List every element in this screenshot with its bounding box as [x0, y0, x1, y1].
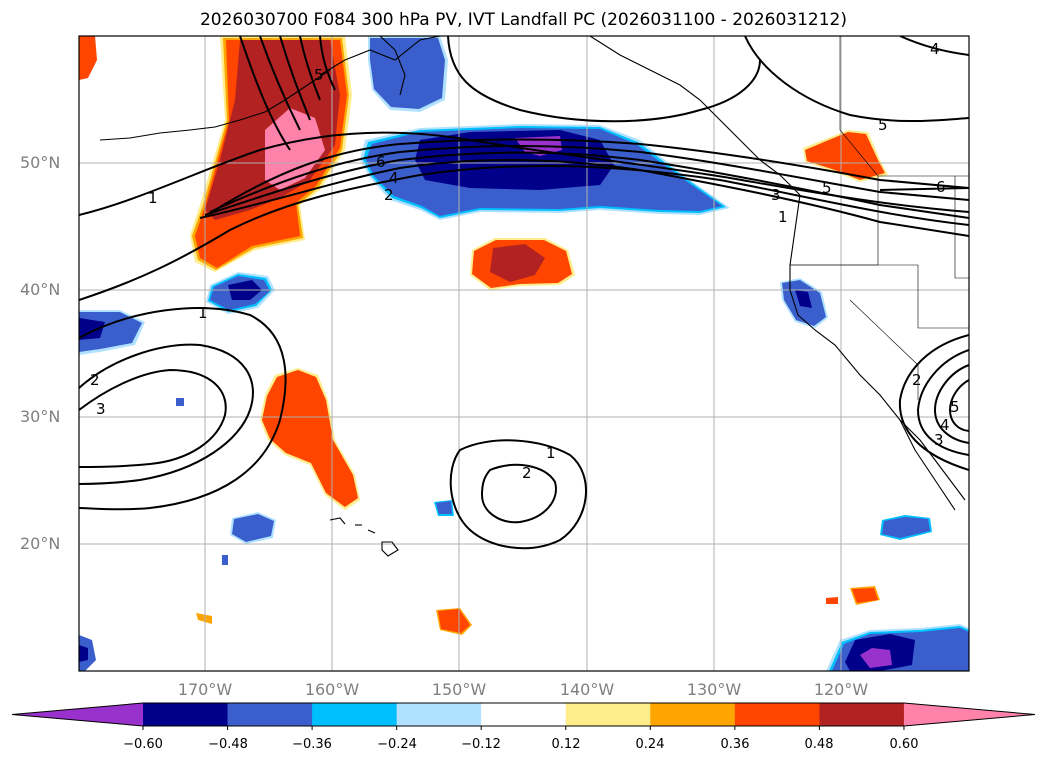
colorbar-tick-label: −0.48 [208, 737, 248, 752]
contour-label: 2 [384, 186, 394, 204]
lon-label-120w: 120°W [813, 680, 869, 699]
contour-label: 3 [934, 431, 944, 449]
colorbar-tick-label: −0.36 [292, 737, 332, 752]
lat-label-30n: 30°N [20, 407, 61, 426]
boundaries [790, 36, 969, 400]
lon-label-140w: 140°W [559, 680, 615, 699]
colorbar-extend-max [903, 703, 1035, 726]
contour-labels: 1 1 2 3 1 2 6 4 2 3 1 5 6 4 5 5 2 3 4 5 [90, 40, 960, 482]
contour-label: 5 [878, 116, 888, 134]
colorbar-segment [227, 703, 313, 726]
colorbar-tick-label: −0.60 [123, 737, 163, 752]
contour-label: 6 [936, 178, 946, 196]
colorbar-segment [650, 703, 736, 726]
colorbar-tick-label: 0.12 [551, 737, 581, 752]
contour-label: 5 [314, 66, 324, 84]
coastlines [99, 36, 966, 557]
contour-label: 3 [771, 186, 781, 204]
contour-label: 4 [389, 169, 399, 187]
colorbar-segment [481, 703, 567, 726]
contour-label: 5 [950, 398, 960, 416]
lon-label-160w: 160°W [304, 680, 360, 699]
contour-label: 6 [376, 153, 386, 171]
lat-label-40n: 40°N [20, 280, 61, 299]
lon-label-130w: 130°W [686, 680, 742, 699]
colorbar-tick-label: −0.12 [461, 737, 501, 752]
colorbar-tick-label: 0.48 [804, 737, 834, 752]
colorbar-segment [396, 703, 482, 726]
contour-label: 1 [778, 208, 788, 226]
contour-label: 2 [912, 371, 922, 389]
contour-label: 4 [940, 416, 950, 434]
ivt-contours [79, 36, 969, 550]
contour-label: 2 [522, 464, 532, 482]
colorbar-tick-label: 0.24 [635, 737, 665, 752]
contour-label: 2 [90, 371, 100, 389]
map-border [78, 35, 970, 672]
lat-label-50n: 50°N [20, 153, 61, 172]
lon-label-150w: 150°W [431, 680, 487, 699]
contour-label: 4 [930, 40, 940, 58]
colorbar [11, 702, 1036, 730]
contour-label: 3 [96, 400, 106, 418]
colorbar-segment [143, 703, 229, 726]
colorbar-tick-label: 0.36 [720, 737, 750, 752]
colorbar-segment [312, 703, 398, 726]
colorbar-segment [819, 703, 905, 726]
colorbar-tick-label: −0.24 [377, 737, 417, 752]
colorbar-extend-min [12, 703, 143, 726]
contour-label: 1 [546, 444, 556, 462]
lat-label-20n: 20°N [20, 534, 61, 553]
lon-label-170w: 170°W [177, 680, 233, 699]
colorbar-segment [734, 703, 820, 726]
contour-label: 5 [822, 179, 832, 197]
gridlines [79, 36, 969, 671]
colorbar-segment [565, 703, 651, 726]
contour-label: 1 [148, 189, 158, 207]
map-title: 2026030700 F084 300 hPa PV, IVT Landfall… [199, 10, 847, 30]
contour-label: 1 [198, 304, 208, 322]
colorbar-tick-label: 0.60 [889, 737, 919, 752]
